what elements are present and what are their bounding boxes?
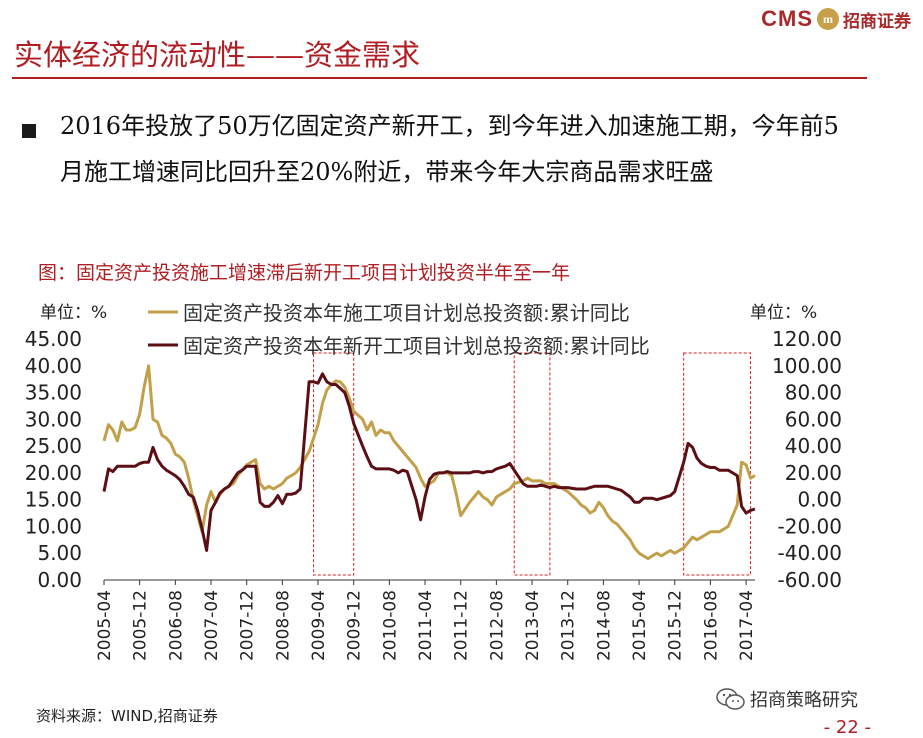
x-tick-label: 2009-12 <box>345 590 365 661</box>
y-left-tick-label: 45.00 <box>25 327 82 351</box>
x-tick-label: 2011-04 <box>416 590 436 661</box>
x-tick-label: 2014-08 <box>594 590 614 661</box>
series-line-2 <box>102 372 756 552</box>
y-right-tick-label: -40.00 <box>778 541 842 565</box>
y-right-tick-label: 20.00 <box>785 461 842 485</box>
y-right-tick-label: 80.00 <box>785 381 842 405</box>
y-right-tick-label: 60.00 <box>785 407 842 431</box>
y-left-tick-label: 20.00 <box>25 461 82 485</box>
highlight-window-2 <box>513 352 551 576</box>
x-tick-label: 2016-08 <box>701 590 721 661</box>
x-tick-label: 2017-04 <box>737 590 757 661</box>
unit-right: 单位：% <box>750 303 818 323</box>
y-right-tick-label: 100.00 <box>772 354 842 378</box>
y-right-tick-label: 0.00 <box>797 488 842 512</box>
brand-logo: CMS m 招商证券 <box>761 6 911 32</box>
x-tick-label: 2011-12 <box>452 590 472 661</box>
y-left-tick-label: 0.00 <box>37 568 82 592</box>
x-tick-label: 2012-08 <box>487 590 507 661</box>
x-tick-label: 2010-08 <box>380 590 400 661</box>
y-right-tick-label: 40.00 <box>785 434 842 458</box>
y-left-tick-label: 15.00 <box>25 488 82 512</box>
chart-canvas: 2005-04 2005-12 2006-08 2007-04 2007-12 2008-… <box>25 301 842 661</box>
legend-label-2: 固定资产投资本年新开工项目计划总投资额:累计同比 <box>183 334 650 358</box>
wechat-label: 招商策略研究 <box>750 690 858 711</box>
page-number: - 22 - <box>823 717 871 738</box>
x-tick-label: 2005-04 <box>95 590 115 661</box>
y-left-tick-label: 35.00 <box>25 381 82 405</box>
x-tick-label: 2007-04 <box>202 590 222 661</box>
highlight-window-1 <box>313 352 355 576</box>
x-tick-label: 2013-04 <box>523 590 543 661</box>
slide-title: 实体经济的流动性——资金需求 <box>14 38 421 72</box>
brand-seal-icon: m <box>817 8 839 30</box>
y-left-tick-label: 5.00 <box>37 541 82 565</box>
wechat-badge: 招商策略研究 <box>716 686 858 712</box>
x-tick-label: 2009-04 <box>309 590 329 661</box>
legend-label-1: 固定资产投资本年施工项目计划总投资额:累计同比 <box>183 301 630 325</box>
chart-title: 图：固定资产投资施工增速滞后新开工项目计划投资半年至一年 <box>38 262 571 284</box>
x-tick-label: 2007-12 <box>238 590 258 661</box>
x-tick-label: 2008-08 <box>273 590 293 661</box>
y-right-tick-label: -60.00 <box>778 568 842 592</box>
y-left-tick-label: 10.00 <box>25 514 82 538</box>
y-right-tick-label: -20.00 <box>778 514 842 538</box>
bullet-square-icon <box>22 124 36 138</box>
y-right-tick-label: 120.00 <box>772 327 842 351</box>
x-tick-label: 2015-04 <box>630 590 650 661</box>
y-left-tick-label: 40.00 <box>25 354 82 378</box>
title-divider <box>12 77 867 79</box>
x-tick-label: 2006-08 <box>166 590 186 661</box>
wechat-icon <box>716 688 745 710</box>
bullet-text: 2016年投放了50万亿固定资产新开工，到今年进入加速施工期，今年前5月施工增速… <box>60 112 839 186</box>
x-tick-label: 2015-12 <box>666 590 686 661</box>
chart-source: 资料来源：WIND,招商证券 <box>36 707 218 725</box>
y-left-tick-label: 25.00 <box>25 434 82 458</box>
x-tick-label: 2013-12 <box>559 590 579 661</box>
brand-name: 招商证券 <box>843 11 911 32</box>
brand-cms: CMS <box>761 6 813 31</box>
y-left-tick-label: 30.00 <box>25 407 82 431</box>
x-tick-label: 2005-12 <box>131 590 151 661</box>
unit-left: 单位：% <box>40 303 108 323</box>
